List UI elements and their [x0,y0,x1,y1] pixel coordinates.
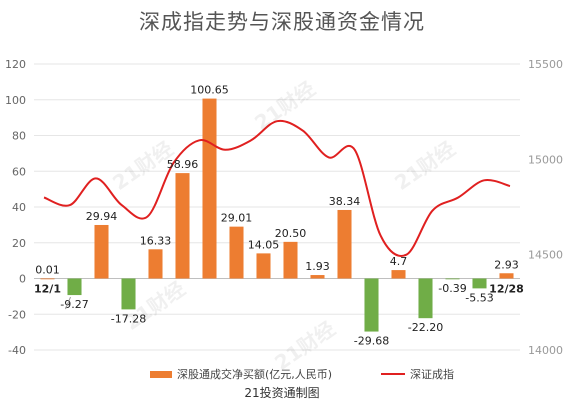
line-layer [43,119,511,257]
bar [472,278,487,289]
chart-title: 深成指走势与深股通资金情况 [139,10,425,34]
left-axis: -40 -20 0 20 40 60 80 100 120 [5,58,26,357]
left-tick-label: 100 [5,94,26,107]
bar-data-label: 4.7 [390,255,408,268]
grid-layer [34,63,520,351]
category-label-last: 12/28 [489,283,524,296]
bar-data-label: 100.65 [190,84,229,97]
bar-data-label: 1.93 [305,260,330,273]
category-label-first: 12/1 [34,283,61,296]
bar-data-label: -22.20 [408,321,443,334]
legend-bar: 深股通成交净买额(亿元,人民币) [150,366,332,382]
bar [256,253,271,279]
bar [94,224,109,279]
bar [418,278,433,319]
left-tick-label: 120 [5,58,26,71]
bar [40,278,55,280]
bar-data-label: -9.27 [60,298,88,311]
bar [310,275,325,279]
label-leader [65,296,71,310]
right-tick-label: 14500 [528,249,563,262]
bar-data-label: 38.34 [329,195,361,208]
right-tick-label: 14000 [528,344,563,357]
right-tick-label: 15500 [528,58,563,71]
bar [283,241,298,279]
bar-data-label: -29.68 [354,335,389,348]
bar-data-label: -5.53 [465,291,493,304]
category-labels: 12/1 12/28 [34,283,524,296]
bar [337,209,352,279]
bar-data-label: -0.39 [438,282,466,295]
bar [364,278,379,332]
bar-data-label: 14.05 [248,238,280,251]
legend-line-label: 深证成指 [410,368,454,381]
bar-data-label: 0.01 [35,263,60,276]
legend-line: 深证成指 [381,366,454,382]
left-tick-label: 0 [19,273,26,286]
bar [148,249,163,279]
bar-data-label: 29.94 [86,210,118,223]
bar [229,226,244,279]
line-series-path [43,119,511,257]
bar-data-label: 58.96 [167,158,199,171]
bar-data-label: 2.93 [494,258,519,271]
labels-layer: 0.01 -9.27 29.94 -17.28 16.33 58.96 100.65 29.0… [35,84,519,348]
bar-data-label: 29.01 [221,212,253,225]
source-note: 21投资通制图 [244,386,320,400]
bar [499,273,514,279]
left-tick-label: -20 [8,308,26,321]
left-tick-label: 20 [12,237,26,250]
bar-data-label: 20.50 [275,227,307,240]
bar-data-label: -17.28 [111,312,146,325]
chart-plot: -40 -20 0 20 40 60 80 100 120 14000 14500 15000 155… [5,58,563,357]
bar [391,270,406,279]
right-tick-label: 15000 [528,153,563,166]
legend: 深股通成交净买额(亿元,人民币) 深证成指 [0,364,564,382]
right-axis: 14000 14500 15000 15500 [528,58,563,357]
legend-bar-label: 深股通成交净买额(亿元,人民币) [177,368,333,381]
bar-data-label: 16.33 [140,234,172,247]
bar [175,173,190,279]
left-tick-label: -40 [8,344,26,357]
bar [202,98,217,279]
bar [121,278,136,310]
left-tick-label: 60 [12,165,26,178]
left-tick-label: 80 [12,130,26,143]
legend-line-swatch [381,373,405,375]
left-tick-label: 40 [12,201,26,214]
legend-bar-swatch [150,370,172,378]
bar [445,278,460,280]
bar [67,278,82,296]
